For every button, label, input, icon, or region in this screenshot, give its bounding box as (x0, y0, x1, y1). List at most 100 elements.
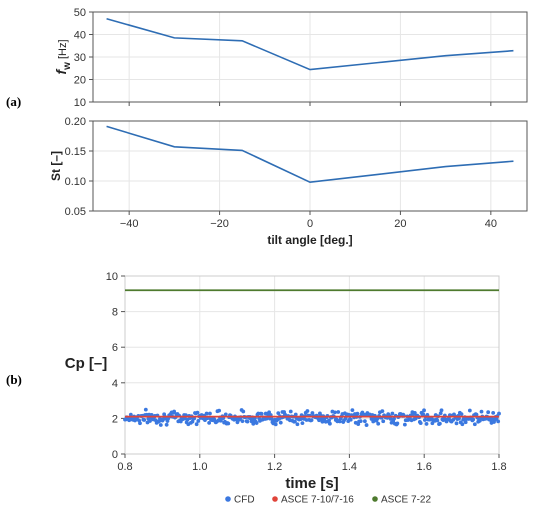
cfd-point (273, 422, 278, 427)
cfd-point (196, 419, 201, 423)
cfd-point (138, 421, 142, 426)
cfd-point (327, 418, 331, 423)
y-axis-label: fw [Hz] (53, 39, 73, 74)
panel-label-a: (a) (6, 94, 21, 109)
y-tick-label: 4 (112, 378, 118, 390)
cfd-point (364, 423, 369, 427)
legend-marker (372, 496, 378, 502)
legend-label: CFD (234, 495, 255, 506)
cfd-point (422, 418, 427, 422)
cfd-point (269, 416, 274, 421)
cp-chart-legend: CFD ASCE 7-10/7-16 ASCE 7-22 (225, 495, 431, 506)
frequency-chart: 10 20 30 40 50 fw [Hz] (53, 7, 528, 109)
cfd-point (338, 419, 342, 424)
cfd-point (486, 410, 491, 415)
cfd-point (348, 417, 353, 422)
cfd-point (474, 412, 479, 417)
y-tick-label: 10 (106, 271, 118, 283)
cfd-point (402, 422, 407, 427)
cfd-point (355, 411, 360, 416)
cfd-point (208, 411, 212, 416)
y-axis-label: Cp [–] (65, 355, 108, 372)
cfd-point (336, 410, 341, 414)
cfd-point (362, 419, 367, 424)
strouhal-chart: 0.05 0.10 0.15 0.20 −40 −20 0 20 40 St [–] tilt an… (49, 116, 528, 247)
y-tick-label: 40 (74, 30, 86, 42)
cfd-point (358, 419, 363, 424)
legend-marker (225, 496, 231, 502)
cfd-point (204, 411, 209, 416)
legend-label: ASCE 7-10/7-16 (281, 495, 354, 506)
x-tick-label: 0.8 (117, 461, 132, 473)
x-axis-label: tilt angle [deg.] (267, 233, 352, 247)
y-tick-label: 0.05 (65, 206, 86, 218)
cfd-point (195, 410, 200, 415)
y-tick-label: 0.10 (65, 176, 86, 188)
cfd-point (459, 412, 464, 416)
cfd-point (194, 422, 199, 427)
y-axis-label-main: f (53, 69, 69, 75)
cfd-point (472, 422, 477, 427)
cfd-point (435, 418, 440, 423)
cfd-point (424, 422, 429, 426)
y-tick-label: 30 (74, 52, 86, 64)
cfd-point (333, 410, 337, 415)
y-axis-label-unit: [Hz] (57, 39, 69, 62)
cfd-point (288, 409, 293, 414)
cfd-point (497, 411, 501, 416)
cfd-point (226, 421, 231, 426)
cfd-point (471, 417, 476, 422)
cfd-point (305, 409, 310, 413)
y-tick-label: 50 (74, 7, 86, 19)
y-tick-label: 8 (112, 307, 118, 319)
y-tick-label: 2 (112, 413, 118, 425)
y-tick-label: 0.15 (65, 146, 86, 158)
cfd-point (479, 409, 484, 414)
y-tick-label: 0.20 (65, 116, 86, 128)
cfd-point (454, 421, 459, 426)
cfd-point (164, 422, 169, 427)
cfd-point (293, 412, 298, 417)
y-axis-label: St [–] (49, 151, 63, 181)
x-tick-label: −40 (120, 218, 139, 230)
cfd-point (376, 421, 381, 426)
cfd-point (438, 411, 443, 416)
x-tick-label: 1.2 (267, 461, 282, 473)
cfd-point (371, 419, 376, 424)
cfd-point (240, 419, 245, 424)
y-tick-label: 0 (112, 449, 118, 461)
x-tick-label: 1.6 (417, 461, 432, 473)
cfd-point (267, 410, 272, 415)
cfd-point (293, 419, 297, 424)
x-tick-label: 0 (307, 218, 313, 230)
cfd-point (295, 422, 300, 427)
cfd-point (496, 419, 501, 424)
cfd-point (245, 419, 250, 424)
cfd-point (276, 411, 281, 416)
cfd-point (190, 419, 195, 424)
cp-chart: 0 2 4 6 8 10 0.8 1.0 1.2 1.4 1.6 1.8 Cp [–] time [s] (65, 271, 507, 492)
cfd-point (439, 408, 444, 413)
cfd-point (158, 423, 163, 427)
cfd-point (395, 421, 400, 426)
cfd-point (422, 408, 426, 413)
cfd-point (328, 421, 332, 426)
cfd-point (300, 421, 305, 426)
y-axis-label-sub: w (62, 62, 73, 71)
y-tick-label: 10 (74, 97, 86, 109)
cfd-point (142, 418, 147, 422)
y-tick-label: 6 (112, 342, 118, 354)
cfd-point (437, 421, 442, 426)
cfd-point (430, 421, 435, 426)
cfd-point (463, 420, 468, 425)
legend-marker (272, 496, 278, 502)
panel-label-b: (b) (6, 372, 22, 387)
cfd-point (451, 418, 456, 422)
cfd-point (172, 409, 177, 414)
legend-label: ASCE 7-22 (381, 495, 431, 506)
x-tick-label: 1.4 (342, 461, 357, 473)
cfd-point (457, 416, 461, 421)
cfd-point (259, 411, 264, 416)
x-tick-label: −20 (210, 218, 229, 230)
